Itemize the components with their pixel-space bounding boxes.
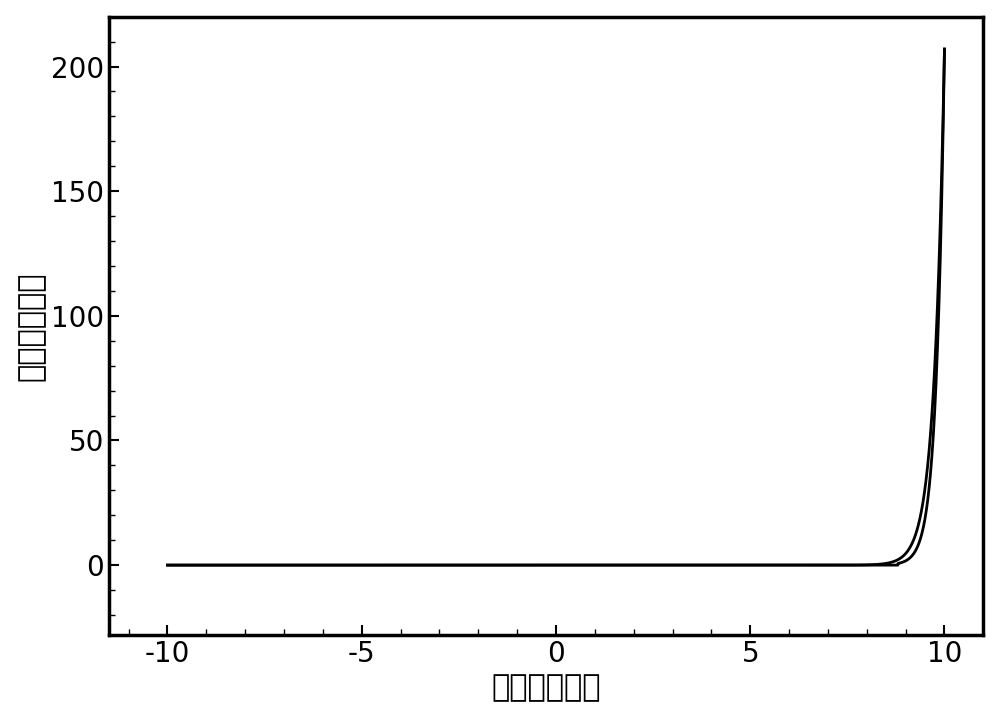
Y-axis label: 电流（微安）: 电流（微安） xyxy=(17,271,46,380)
X-axis label: 电压（伏特）: 电压（伏特） xyxy=(492,673,601,702)
